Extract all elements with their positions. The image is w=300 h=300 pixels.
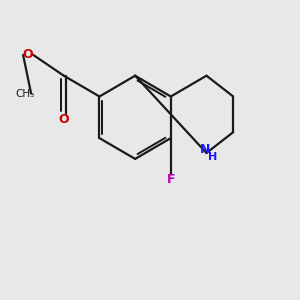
Text: O: O <box>23 48 34 62</box>
Text: N: N <box>200 143 210 156</box>
Text: H: H <box>208 152 217 162</box>
Text: F: F <box>167 173 175 186</box>
Text: O: O <box>58 113 69 126</box>
Text: CH₃: CH₃ <box>15 88 34 98</box>
